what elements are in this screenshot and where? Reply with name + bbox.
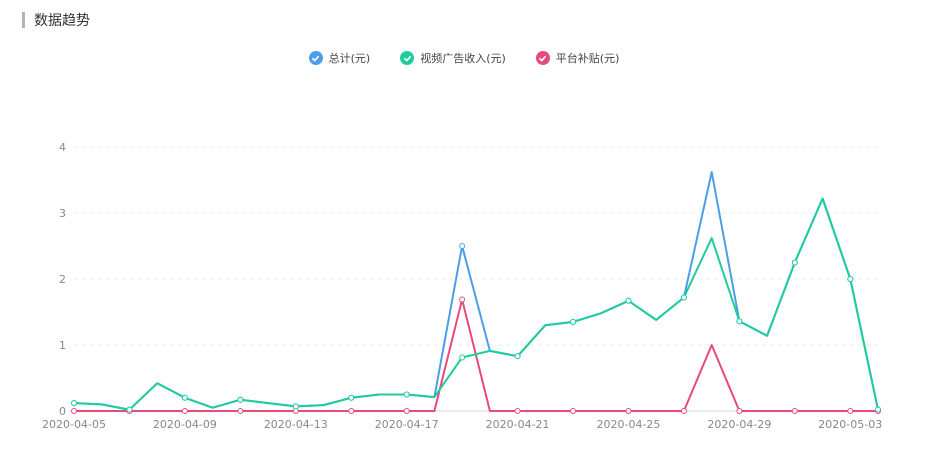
legend-item-total[interactable]: 总计(元): [308, 50, 371, 66]
legend-label-platform-subsidy: 平台补贴(元): [555, 52, 620, 65]
data-point: [625, 408, 632, 414]
data-point: [71, 400, 77, 407]
data-point: [736, 318, 743, 325]
x-tick-label: 2020-04-17: [375, 418, 439, 431]
data-point: [403, 391, 410, 398]
data-point: [126, 406, 133, 413]
checkmark-icon: [400, 51, 415, 65]
y-tick-label: 0: [59, 405, 66, 418]
x-tick-label: 2020-04-09: [153, 418, 217, 431]
data-point: [71, 408, 77, 414]
x-tick-label: 2020-04-05: [42, 418, 106, 431]
checkmark-icon: [308, 51, 323, 65]
series-line-video: [73, 197, 879, 411]
data-point: [237, 396, 244, 403]
y-tick-label: 3: [59, 207, 66, 220]
data-point: [625, 297, 632, 304]
x-tick-label: 2020-05-03: [818, 418, 882, 431]
data-point: [348, 394, 355, 401]
series-line-total: [73, 171, 879, 411]
x-tick-label: 2020-04-25: [597, 418, 661, 431]
legend-item-video-ad-revenue[interactable]: 视频广告收入(元): [400, 50, 506, 66]
data-point: [514, 353, 521, 360]
y-tick-label: 1: [59, 339, 66, 352]
data-point: [570, 318, 577, 325]
legend-label-total: 总计(元): [328, 52, 371, 65]
data-point: [459, 354, 466, 361]
y-tick-label: 4: [59, 141, 66, 154]
legend-label-video-ad-revenue: 视频广告收入(元): [420, 52, 506, 65]
page-title: 数据趋势: [34, 13, 90, 29]
x-tick-label: 2020-04-21: [486, 418, 550, 431]
data-point: [736, 408, 743, 414]
data-point: [348, 408, 355, 414]
data-point: [791, 408, 798, 414]
data-point: [680, 294, 687, 301]
header-accent-bar: [22, 12, 25, 28]
data-point: [570, 408, 577, 414]
data-point: [514, 408, 521, 414]
data-point: [459, 243, 466, 249]
data-point: [875, 406, 881, 413]
data-point: [237, 408, 244, 414]
chart-legend: 总计(元) 视频广告收入(元) 平台补贴(元): [0, 50, 928, 66]
legend-item-platform-subsidy[interactable]: 平台补贴(元): [535, 50, 620, 66]
section-header: 数据趋势: [22, 11, 90, 29]
data-point: [181, 408, 188, 414]
data-point: [292, 403, 299, 410]
data-point: [847, 276, 854, 282]
data-point: [403, 408, 410, 414]
x-tick-label: 2020-04-29: [707, 418, 771, 431]
data-point: [791, 259, 798, 266]
data-point: [680, 408, 687, 414]
data-point: [847, 408, 854, 414]
data-point: [181, 394, 188, 401]
checkmark-icon: [535, 51, 550, 65]
series-line-subsidy: [74, 298, 878, 412]
x-tick-label: 2020-04-13: [264, 418, 328, 431]
y-tick-label: 2: [59, 273, 66, 286]
data-point: [459, 296, 466, 303]
